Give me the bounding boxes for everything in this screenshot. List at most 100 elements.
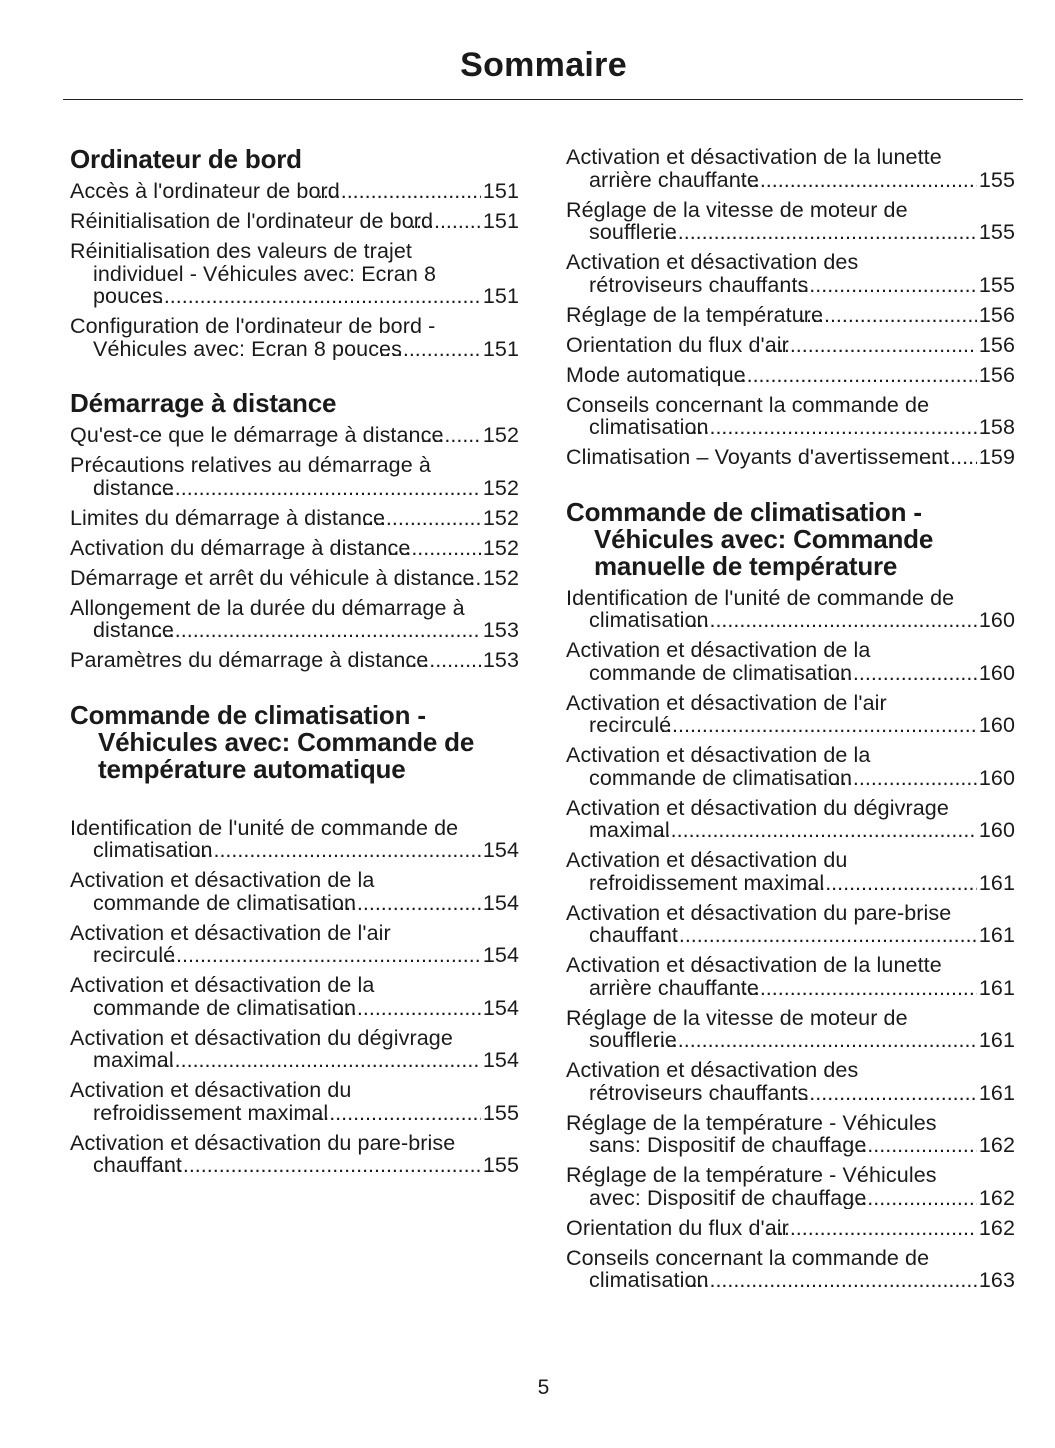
page-title: Sommaire bbox=[460, 46, 627, 84]
entry-title: Identification de l'unité de commande de… bbox=[566, 587, 954, 632]
toc-entry[interactable]: Identification de l'unité de commande de… bbox=[70, 817, 519, 862]
entry-title: Réglage de la température - Véhicules av… bbox=[566, 1164, 937, 1209]
entry-page: 155 bbox=[976, 167, 1015, 191]
toc-entry[interactable]: Activation et désactivation de la comman… bbox=[566, 639, 1015, 684]
toc-entry[interactable]: Activation et désactivation de la comman… bbox=[70, 869, 519, 914]
toc-entry[interactable]: Mode automatique 156 bbox=[566, 363, 1015, 387]
toc-entry[interactable]: Limites du démarrage à distance 152 bbox=[70, 506, 519, 530]
entry-title: Activation et désactivation de la comman… bbox=[566, 639, 870, 684]
toc-entry[interactable]: Activation et désactivation de la lunett… bbox=[566, 954, 1015, 999]
entry-title: Activation et désactivation du pare-bris… bbox=[70, 1132, 455, 1177]
toc-entry[interactable]: Activation et désactivation du dégivrage… bbox=[566, 797, 1015, 842]
entry-title: Activation et désactivation de la comman… bbox=[70, 869, 374, 914]
entry-page: 155 bbox=[480, 1100, 519, 1124]
entry-title: Activation et désactivation de la lunett… bbox=[566, 954, 942, 999]
entry-title: Configuration de l'ordinateur de bord - … bbox=[70, 315, 435, 360]
entry-page: 160 bbox=[976, 660, 1015, 684]
toc-entry[interactable]: Qu'est-ce que le démarrage à distance 152 bbox=[70, 424, 519, 447]
toc-entry[interactable]: Réglage de la température - Véhicules sa… bbox=[566, 1112, 1015, 1157]
toc-entry[interactable]: Climatisation – Voyants d'avertissement 1… bbox=[566, 446, 1015, 469]
toc-entry[interactable]: Identification de l'unité de commande de… bbox=[566, 587, 1015, 632]
toc-entry[interactable]: Activation du démarrage à distance 152 bbox=[70, 536, 519, 559]
toc-entry[interactable]: Allongement de la durée du démarrage à d… bbox=[70, 597, 519, 642]
entry-page: 153 bbox=[480, 618, 519, 642]
entry-page: 161 bbox=[976, 923, 1015, 947]
toc-entry[interactable]: Réglage de la température - Véhicules av… bbox=[566, 1164, 1015, 1209]
entry-page: 159 bbox=[976, 446, 1015, 469]
entry-title: Mode automatique bbox=[566, 364, 746, 387]
toc-entry[interactable]: Réglage de la vitesse de moteur de souff… bbox=[566, 1007, 1015, 1052]
entry-page: 154 bbox=[480, 995, 519, 1019]
toc-entry[interactable]: Activation et désactivation des rétrovis… bbox=[566, 1059, 1015, 1104]
entry-page: 161 bbox=[976, 1080, 1015, 1104]
entry-page: 158 bbox=[976, 415, 1015, 439]
entry-page: 154 bbox=[480, 838, 519, 862]
toc-entry[interactable]: Réinitialisation des valeurs de trajet i… bbox=[70, 240, 519, 308]
toc-entry[interactable]: Activation et désactivation du pare-bris… bbox=[70, 1132, 519, 1177]
toc-column-right: Activation et désactivation de la lunett… bbox=[566, 146, 1015, 1299]
toc-entry[interactable]: Activation et désactivation de la comman… bbox=[70, 974, 519, 1019]
toc-entry[interactable]: Précautions relatives au démarrage à dis… bbox=[70, 454, 519, 499]
entry-title: Activation et désactivation du dégivrage… bbox=[566, 797, 949, 842]
entry-title: Réglage de la vitesse de moteur de souff… bbox=[566, 199, 908, 244]
toc-entry[interactable]: Réinitialisation de l'ordinateur de bord… bbox=[70, 210, 519, 233]
toc-entry[interactable]: Conseils concernant la commande de clima… bbox=[566, 394, 1015, 439]
entry-title: Activation et désactivation de la comman… bbox=[70, 974, 374, 1019]
entry-title: Activation et désactivation de la lunett… bbox=[566, 146, 942, 191]
entry-page: 162 bbox=[976, 1185, 1015, 1209]
toc-entry[interactable]: Activation et désactivation de l'air rec… bbox=[566, 692, 1015, 737]
entry-page: 152 bbox=[480, 506, 519, 529]
toc-entry[interactable]: Activation et désactivation du refroidis… bbox=[70, 1079, 519, 1124]
entry-page: 160 bbox=[976, 818, 1015, 842]
entry-page: 160 bbox=[976, 608, 1015, 632]
entry-page: 151 bbox=[480, 284, 519, 308]
toc-entry[interactable]: Paramètres du démarrage à distance 153 bbox=[70, 649, 519, 672]
entry-page: 161 bbox=[976, 870, 1015, 894]
toc-entry[interactable]: Réglage de la vitesse de moteur de souff… bbox=[566, 199, 1015, 244]
entry-page: 153 bbox=[480, 649, 519, 672]
toc-entry[interactable]: Démarrage et arrêt du véhicule à distanc… bbox=[70, 566, 519, 590]
toc-entry[interactable]: Orientation du flux d'air 162 bbox=[566, 1216, 1015, 1239]
entry-title: Activation et désactivation de l'air rec… bbox=[70, 922, 391, 967]
entry-page: 155 bbox=[976, 272, 1015, 296]
toc-section: Démarrage à distance Qu'est-ce que le dém… bbox=[70, 390, 519, 672]
page-number: 5 bbox=[537, 1376, 550, 1399]
entry-title: Orientation du flux d'air bbox=[566, 334, 789, 357]
entry-page: 152 bbox=[480, 424, 519, 447]
entry-page: 155 bbox=[480, 1153, 519, 1177]
entry-title: Allongement de la durée du démarrage à d… bbox=[70, 597, 465, 642]
entry-title: Activation et désactivation de l'air rec… bbox=[566, 692, 887, 737]
toc-entry[interactable]: Activation et désactivation du pare-bris… bbox=[566, 902, 1015, 947]
toc-entry[interactable]: Activation et désactivation du refroidis… bbox=[566, 849, 1015, 894]
toc-entry[interactable]: Activation et désactivation de la comman… bbox=[566, 744, 1015, 789]
entry-page: 162 bbox=[976, 1216, 1015, 1239]
entry-title: Accès à l'ordinateur de bord bbox=[70, 180, 340, 203]
toc-section: Commande de climatisation - Véhicules av… bbox=[70, 699, 519, 1177]
toc-entry[interactable]: Configuration de l'ordinateur de bord - … bbox=[70, 315, 519, 360]
entry-page: 152 bbox=[480, 475, 519, 499]
toc-entry[interactable]: Activation et désactivation des rétrovis… bbox=[566, 251, 1015, 296]
entry-page: 161 bbox=[976, 1028, 1015, 1052]
toc-entry[interactable]: Orientation du flux d'air 156 bbox=[566, 333, 1015, 357]
toc-entry[interactable]: Activation et désactivation de la lunett… bbox=[566, 146, 1015, 191]
toc-entry[interactable]: Réglage de la température 156 bbox=[566, 303, 1015, 327]
toc-entry[interactable]: Activation et désactivation de l'air rec… bbox=[70, 922, 519, 967]
entry-title: Réglage de la température - Véhicules sa… bbox=[566, 1112, 937, 1157]
section-heading: Commande de climatisation - Véhicules av… bbox=[70, 699, 475, 784]
toc-entry[interactable]: Conseils concernant la commande de clima… bbox=[566, 1247, 1015, 1292]
entry-title: Limites du démarrage à distance bbox=[70, 507, 385, 530]
entry-title: Démarrage et arrêt du véhicule à distanc… bbox=[70, 567, 474, 590]
entry-page: 160 bbox=[976, 713, 1015, 737]
entry-title: Qu'est-ce que le démarrage à distance bbox=[70, 424, 444, 447]
entry-page: 156 bbox=[976, 333, 1015, 356]
entry-page: 161 bbox=[976, 975, 1015, 999]
entry-title: Précautions relatives au démarrage à dis… bbox=[70, 454, 431, 499]
entry-title: Réglage de la température bbox=[566, 304, 823, 327]
toc-entry[interactable]: Accès à l'ordinateur de bord 151 bbox=[70, 180, 519, 203]
toc-entry[interactable]: Activation et désactivation du dégivrage… bbox=[70, 1027, 519, 1072]
section-heading: Commande de climatisation - Véhicules av… bbox=[566, 496, 934, 581]
section-heading: Démarrage à distance bbox=[70, 388, 337, 418]
entry-page: 163 bbox=[976, 1268, 1015, 1292]
toc-column-left: Ordinateur de bord Accès à l'ordinateur d… bbox=[70, 146, 519, 1184]
entry-title: Activation et désactivation des rétrovis… bbox=[566, 251, 858, 296]
